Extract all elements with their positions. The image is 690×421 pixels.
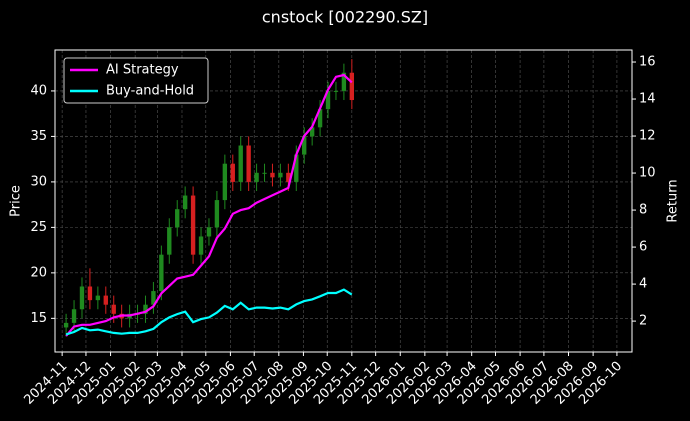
y-axis-label: Price bbox=[9, 185, 24, 217]
y2-axis-label: Return bbox=[666, 179, 681, 222]
candle-body bbox=[198, 236, 204, 255]
candle-body bbox=[246, 145, 251, 182]
candle-body bbox=[214, 200, 220, 228]
candle-body bbox=[167, 227, 172, 255]
y2-tick-label: 4 bbox=[639, 277, 647, 292]
legend-label: AI Strategy bbox=[106, 63, 179, 78]
series-line bbox=[65, 288, 353, 336]
legend-box bbox=[63, 57, 209, 104]
candle-body bbox=[325, 90, 331, 110]
y-tick-label: 15 bbox=[30, 311, 47, 326]
chart-title: cnstock [002290.SZ] bbox=[262, 8, 428, 27]
candle-body bbox=[182, 195, 188, 210]
candle-body bbox=[270, 172, 275, 178]
candle-body bbox=[159, 254, 164, 292]
candle-body bbox=[95, 295, 101, 301]
plot-frame bbox=[54, 49, 633, 353]
candle-body bbox=[87, 286, 93, 301]
y-tick-label: 30 bbox=[30, 174, 47, 189]
series-line bbox=[65, 73, 353, 337]
legend-label: Buy-and-Hold bbox=[106, 84, 194, 99]
y2-tick-label: 10 bbox=[639, 166, 656, 181]
candle-body bbox=[286, 172, 291, 182]
candle-body bbox=[309, 127, 315, 137]
candle-body bbox=[190, 195, 196, 255]
candle-body bbox=[254, 172, 259, 182]
candle-body bbox=[151, 291, 156, 305]
candle-body bbox=[333, 90, 339, 92]
candle-body bbox=[262, 172, 267, 174]
candle-body bbox=[71, 309, 77, 323]
candle-body bbox=[175, 209, 180, 228]
candle-body bbox=[349, 72, 355, 101]
candle-body bbox=[63, 322, 69, 328]
candle-body bbox=[341, 72, 347, 91]
candle-body bbox=[79, 286, 85, 310]
candle-body bbox=[143, 304, 148, 314]
y2-tick-label: 2 bbox=[639, 314, 647, 329]
candle-body bbox=[103, 295, 108, 305]
y-tick-label: 35 bbox=[30, 129, 47, 144]
candle-body bbox=[230, 163, 235, 182]
candle-body bbox=[222, 163, 228, 201]
candle-body bbox=[294, 154, 299, 182]
y2-tick-label: 16 bbox=[639, 55, 656, 70]
candle-body bbox=[238, 145, 243, 182]
candle-body bbox=[317, 109, 323, 128]
candle-body bbox=[206, 227, 212, 237]
candle-body bbox=[278, 172, 283, 178]
y2-tick-label: 14 bbox=[639, 92, 656, 107]
candle-body bbox=[302, 136, 307, 155]
y-tick-label: 40 bbox=[30, 83, 47, 98]
y-tick-label: 25 bbox=[30, 220, 47, 235]
y2-tick-label: 8 bbox=[639, 203, 647, 218]
y2-tick-label: 12 bbox=[639, 129, 656, 144]
y-tick-label: 20 bbox=[30, 265, 47, 280]
y2-tick-label: 6 bbox=[639, 240, 647, 255]
candle-body bbox=[111, 304, 116, 314]
